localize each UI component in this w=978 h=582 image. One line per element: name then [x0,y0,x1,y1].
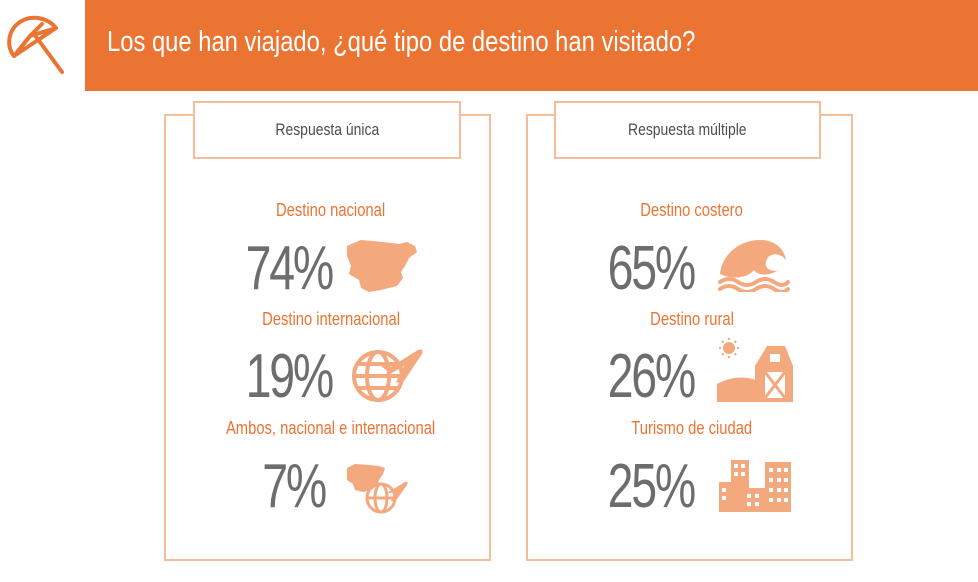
single-answer-tab-label: Respuesta única [275,120,379,139]
spain-globe-icon [347,464,408,514]
international-destination-value: 19% [245,342,335,411]
spain-map-icon [347,240,417,292]
city-tourism-label: Turismo de ciudad [631,418,753,438]
international-destination-label: Destino internacional [262,309,400,329]
coastal-destination-label: Destino costero [640,200,744,220]
multiple-answer-tab-label: Respuesta múltiple [628,120,747,139]
wave-icon [718,240,790,292]
page-title: Los que han viajado, ¿qué tipo de destin… [107,26,696,58]
barn-icon [717,338,793,402]
both-destinations-value: 7% [262,452,327,521]
single-answer-tab: Respuesta única [193,101,461,159]
domestic-destination-label: Destino nacional [276,200,386,220]
rural-destination-label: Destino rural [650,309,734,329]
both-destinations-label: Ambos, nacional e internacional [226,418,436,438]
city-tourism-value: 25% [607,452,697,521]
city-buildings-icon [719,460,791,512]
domestic-destination-value: 74% [245,234,335,303]
rural-destination-value: 26% [607,342,697,411]
multiple-answer-tab: Respuesta múltiple [554,101,821,159]
beach-umbrella-icon [7,15,64,74]
globe-airplane-icon [352,349,423,402]
coastal-destination-value: 65% [607,234,697,303]
header-bar [85,0,978,91]
